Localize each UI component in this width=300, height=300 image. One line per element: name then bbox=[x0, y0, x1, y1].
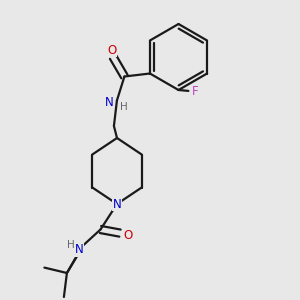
Text: N: N bbox=[112, 197, 122, 211]
Text: O: O bbox=[123, 229, 132, 242]
Text: N: N bbox=[74, 243, 83, 256]
Text: N: N bbox=[105, 96, 114, 110]
Text: F: F bbox=[192, 85, 198, 98]
Text: O: O bbox=[107, 44, 116, 57]
Text: H: H bbox=[120, 102, 128, 112]
Text: H: H bbox=[67, 239, 74, 250]
